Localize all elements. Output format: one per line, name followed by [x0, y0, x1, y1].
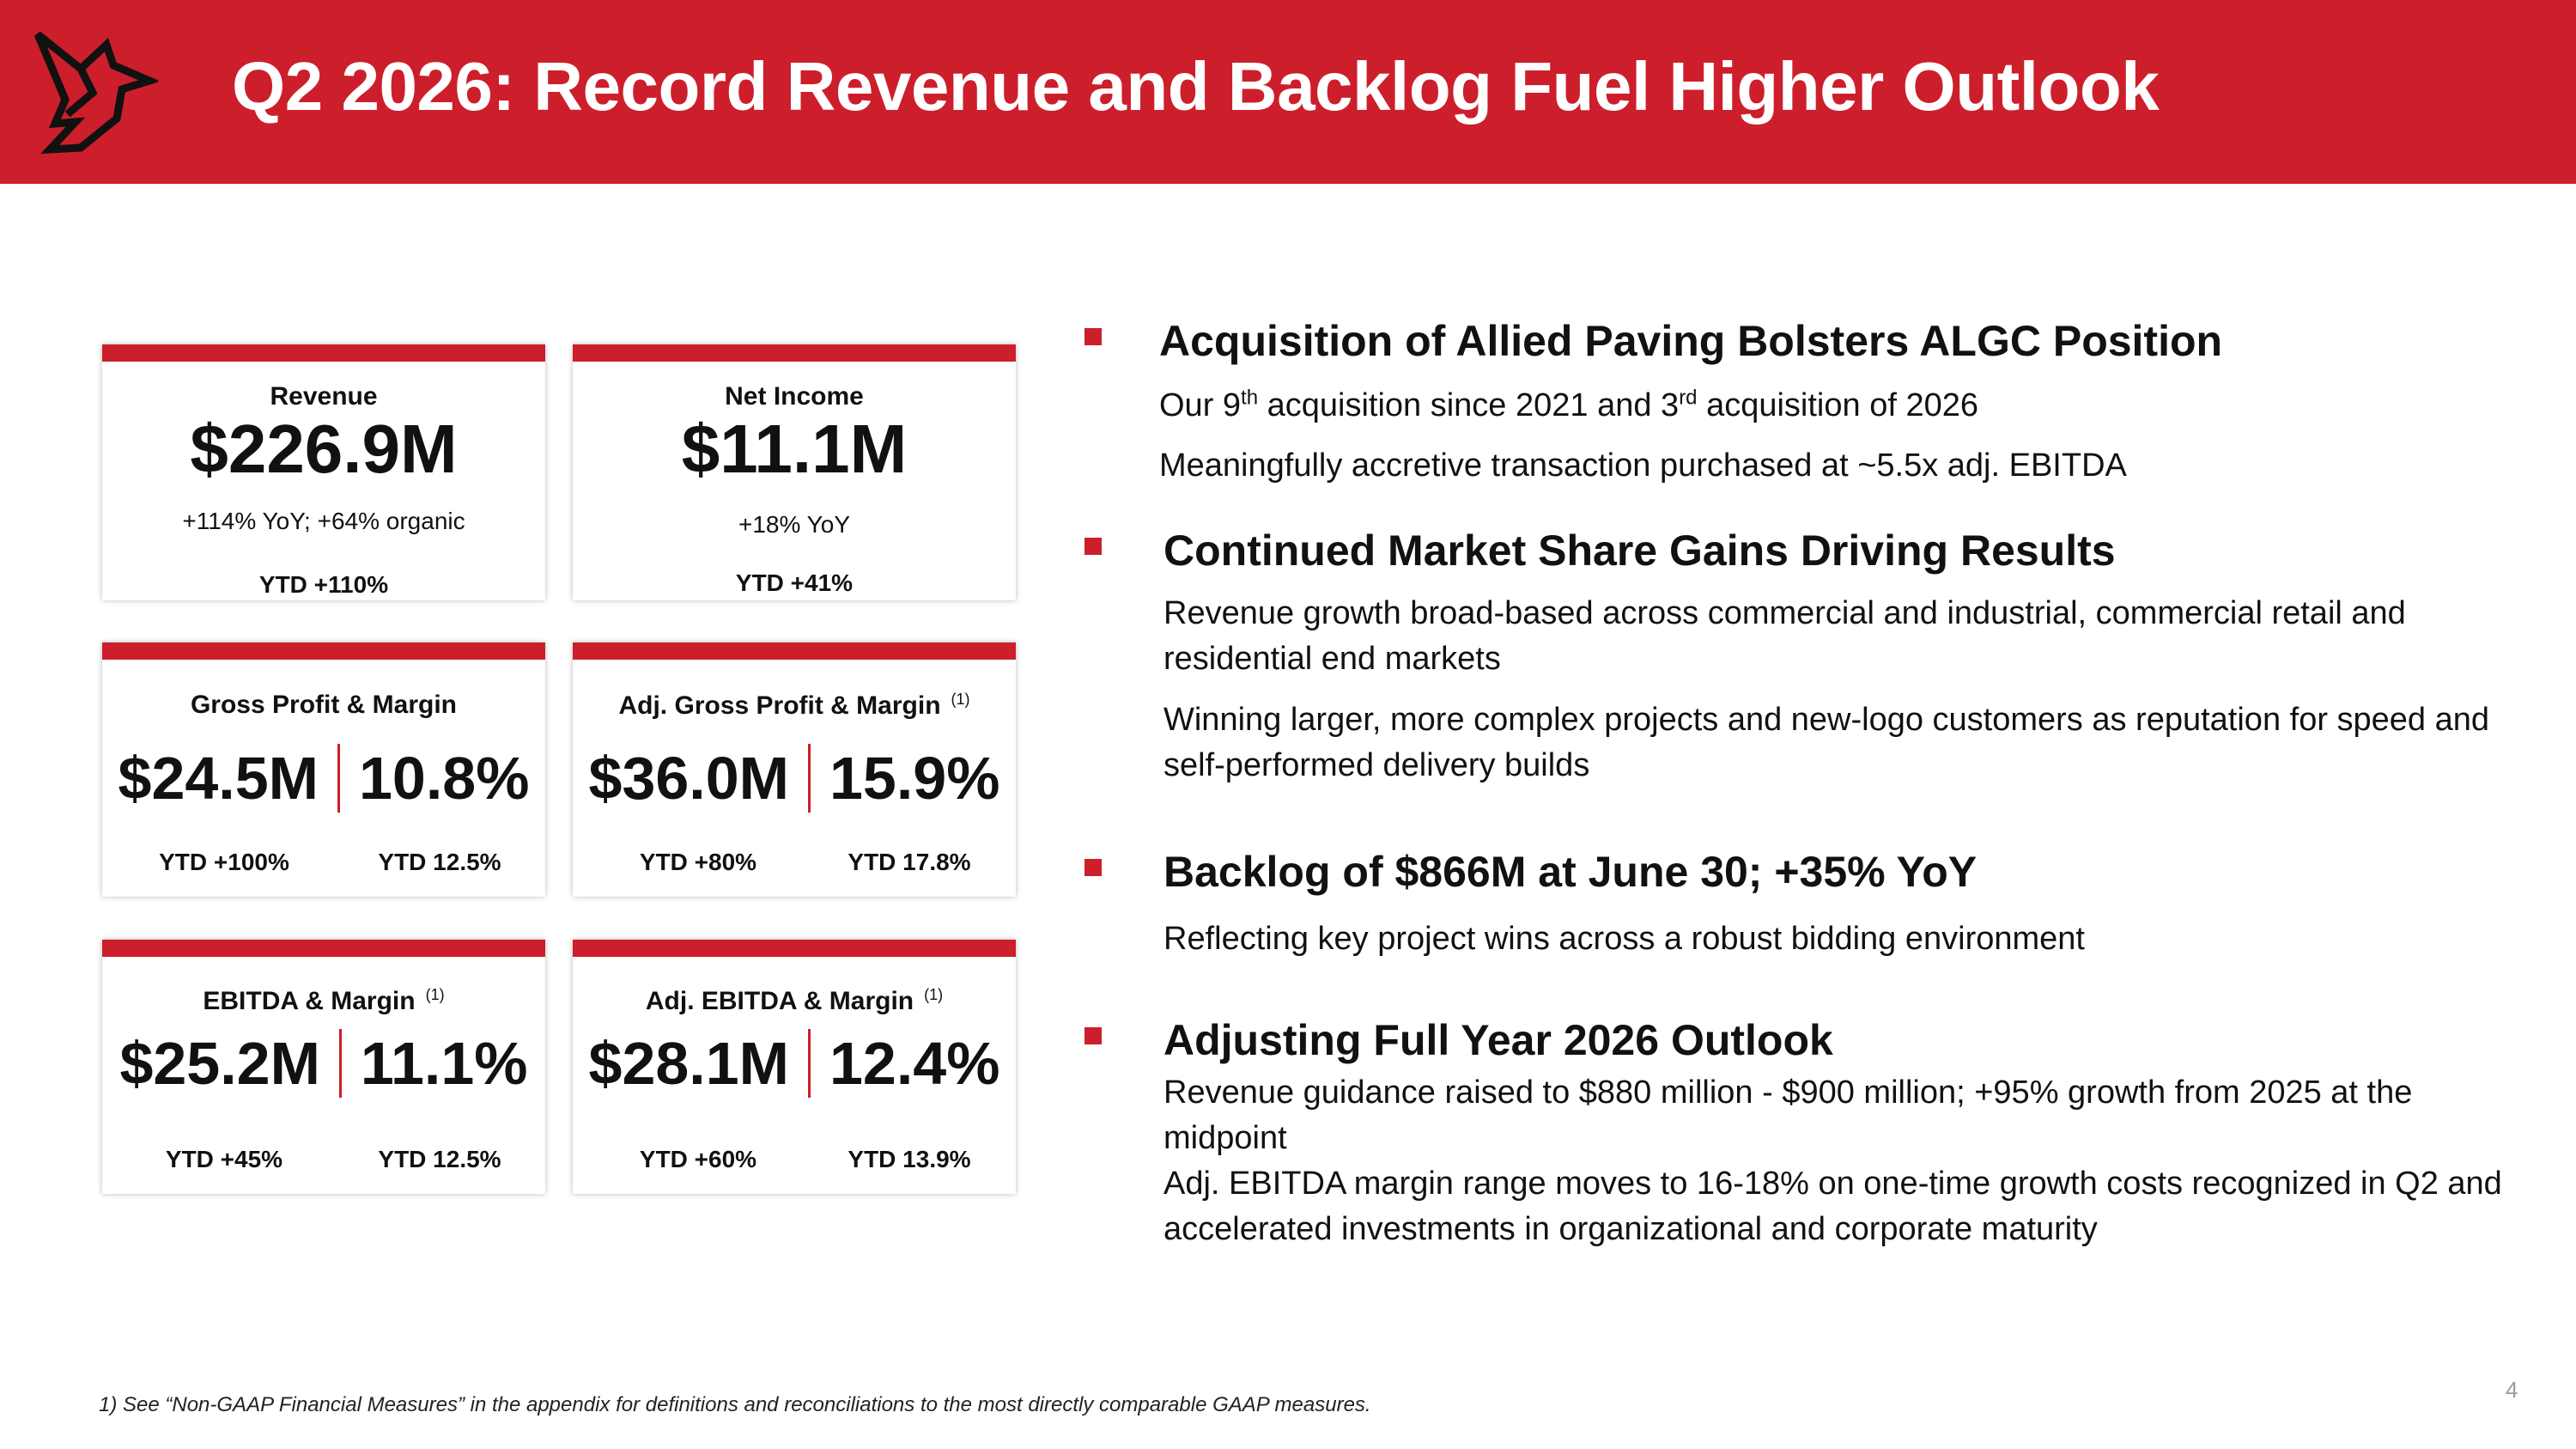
adj-gross-profit-card: Adj. Gross Profit & Margin (1) $36.0M 15.… — [573, 642, 1016, 897]
value-divider — [337, 744, 340, 813]
gross-profit-card: Gross Profit & Margin $24.5M 10.8% YTD +… — [102, 642, 545, 897]
acquisition-line-1: Our 9th acquisition since 2021 and 3rd a… — [1159, 383, 1978, 429]
gross-profit-ytd-margin: YTD 12.5% — [378, 849, 501, 875]
ebitda-card: EBITDA & Margin (1) $25.2M 11.1% YTD +45%… — [102, 940, 545, 1194]
outlook-line-2: Adj. EBITDA margin range moves to 16-18%… — [1163, 1166, 2502, 1247]
ebitda-label-text: EBITDA & Margin — [203, 987, 416, 1015]
ebitda-value: $25.2M — [119, 1030, 320, 1097]
gross-profit-label: Gross Profit & Margin — [190, 691, 458, 719]
acquisition-text: acquisition since 2021 and 3 — [1258, 387, 1680, 423]
acquisition-heading: Acquisition of Allied Paving Bolsters AL… — [1159, 317, 2223, 365]
adj-ebitda-ytd-value: YTD +60% — [639, 1146, 757, 1172]
market-share-line-1: Revenue growth broad-based across commer… — [1163, 595, 2406, 677]
gross-profit-value: $24.5M — [118, 745, 319, 812]
net-income-card: Net Income $11.1M +18% YoY YTD +41% — [573, 344, 1016, 600]
gross-profit-ytd-value: YTD +100% — [159, 849, 289, 875]
backlog-heading: Backlog of $866M at June 30; +35% YoY — [1163, 848, 1978, 896]
acquisition-line-2: Meaningfully accretive transaction purch… — [1159, 447, 2127, 484]
acquisition-text: acquisition of 2026 — [1697, 387, 1978, 423]
adj-ebitda-ytd-margin: YTD 13.9% — [848, 1146, 971, 1172]
net-income-growth: +18% YoY — [738, 511, 851, 538]
market-share-heading: Continued Market Share Gains Driving Res… — [1163, 527, 2116, 575]
value-divider — [338, 1029, 342, 1098]
revenue-ytd: YTD +110% — [258, 571, 389, 598]
adj-ebitda-card: Adj. EBITDA & Margin (1) $28.1M 12.4% YTD… — [573, 940, 1016, 1194]
ebitda-label: EBITDA & Margin (1) — [102, 986, 545, 1016]
adj-gross-profit-label: Adj. Gross Profit & Margin (1) — [573, 691, 1016, 721]
adj-gross-profit-label-text: Adj. Gross Profit & Margin — [618, 691, 941, 720]
ordinal-suffix: rd — [1679, 386, 1698, 410]
bullet-square — [1084, 538, 1102, 555]
bullet-square — [1084, 1027, 1102, 1044]
adj-gross-profit-ytd-value: YTD +80% — [639, 849, 757, 875]
adj-ebitda-margin: 12.4% — [829, 1030, 1000, 1097]
value-divider — [808, 1029, 811, 1098]
slide-title: Q2 2026: Record Revenue and Backlog Fuel… — [232, 48, 2160, 125]
gross-profit-margin: 10.8% — [359, 745, 530, 812]
backlog-line-1: Reflecting key project wins across a rob… — [1163, 921, 2085, 957]
adj-gross-profit-ytd-margin: YTD 17.8% — [848, 849, 971, 875]
outlook-heading: Adjusting Full Year 2026 Outlook — [1163, 1016, 1833, 1064]
gross-profit-values: $24.5M 10.8% — [102, 744, 545, 813]
footnote-ref: (1) — [425, 986, 445, 1003]
acquisition-text: Our 9 — [1159, 387, 1242, 423]
ordinal-suffix: th — [1241, 386, 1259, 410]
adj-ebitda-label-text: Adj. EBITDA & Margin — [645, 987, 914, 1015]
revenue-label: Revenue — [270, 382, 378, 411]
bullet-square — [1084, 328, 1102, 345]
ebitda-margin: 11.1% — [360, 1030, 528, 1097]
page-number: 4 — [2506, 1377, 2518, 1403]
adj-gross-profit-values: $36.0M 15.9% — [573, 744, 1016, 813]
value-divider — [808, 744, 811, 813]
market-share-line-2: Winning larger, more complex projects an… — [1163, 702, 2490, 783]
adj-ebitda-value: $28.1M — [588, 1030, 789, 1097]
adj-gross-profit-value: $36.0M — [588, 745, 789, 812]
net-income-value: $11.1M — [681, 411, 908, 487]
ebitda-ytd-value: YTD +45% — [165, 1146, 283, 1172]
bullet-square — [1084, 859, 1102, 876]
footnote-ref: (1) — [951, 691, 970, 708]
slide-header: Q2 2026: Record Revenue and Backlog Fuel… — [0, 0, 2576, 184]
outlook-line-1: Revenue guidance raised to $880 million … — [1163, 1075, 2413, 1156]
footnote-ref: (1) — [924, 986, 944, 1003]
net-income-label: Net Income — [725, 382, 864, 411]
cardinal-bird-icon — [33, 31, 158, 155]
adj-ebitda-label: Adj. EBITDA & Margin (1) — [573, 986, 1016, 1016]
adj-ebitda-values: $28.1M 12.4% — [573, 1029, 1016, 1098]
net-income-ytd: YTD +41% — [735, 569, 854, 596]
revenue-value: $226.9M — [190, 411, 458, 487]
ebitda-values: $25.2M 11.1% — [102, 1029, 545, 1098]
revenue-growth: +114% YoY; +64% organic — [182, 508, 465, 534]
adj-gross-profit-margin: 15.9% — [829, 745, 1000, 812]
ebitda-ytd-margin: YTD 12.5% — [378, 1146, 501, 1172]
revenue-card: Revenue $226.9M +114% YoY; +64% organic … — [102, 344, 545, 600]
footnote: 1) See “Non-GAAP Financial Measures” in … — [99, 1393, 1371, 1416]
